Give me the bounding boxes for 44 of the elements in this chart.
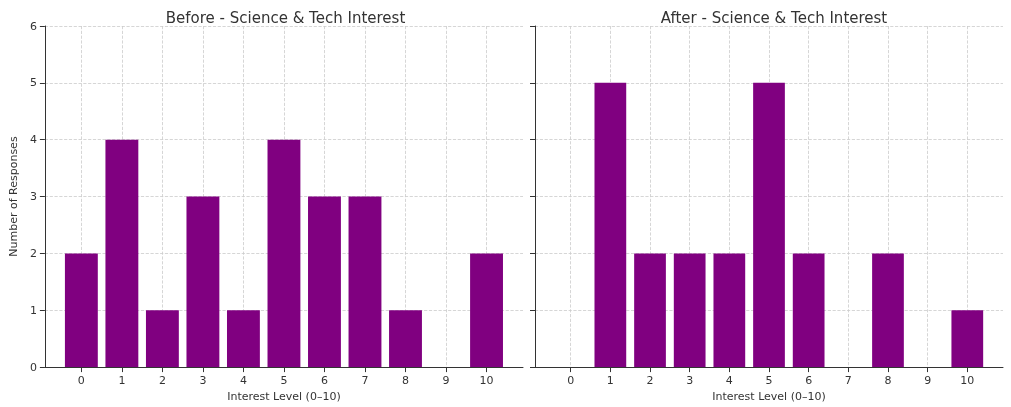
- x-tick-label: 7: [361, 374, 369, 388]
- x-tick-label: 5: [280, 374, 288, 388]
- bar: [105, 139, 139, 368]
- x-axis-title: Interest Level (0–10): [712, 390, 826, 403]
- y-tick-label: 6: [29, 19, 37, 33]
- x-tick-label: 1: [118, 374, 126, 388]
- bar: [308, 196, 341, 368]
- x-tick-label: 10: [479, 374, 494, 388]
- y-tick-label: 1: [29, 303, 37, 317]
- x-tick-label: 2: [158, 374, 166, 388]
- x-tick-label: 7: [844, 374, 852, 388]
- x-tick-label: 0: [567, 374, 575, 388]
- x-tick-label: 3: [199, 374, 207, 388]
- x-tick-label: 4: [239, 374, 247, 388]
- bar: [470, 253, 503, 368]
- x-tick-label: 0: [77, 374, 85, 388]
- bar: [389, 310, 422, 368]
- y-tick-label: 5: [29, 76, 37, 90]
- bar: [226, 310, 260, 368]
- x-tick-label: 6: [805, 374, 813, 388]
- bar: [145, 310, 179, 368]
- bar: [186, 196, 220, 368]
- y-tick-label: 0: [29, 360, 37, 374]
- y-tick-label: 4: [29, 133, 37, 147]
- bar: [348, 196, 382, 368]
- chart-title: Before - Science & Tech Interest: [165, 8, 406, 27]
- x-axis-title: Interest Level (0–10): [227, 390, 341, 403]
- bar: [267, 139, 301, 368]
- x-tick-label: 9: [924, 374, 932, 388]
- y-axis-title: Number of Responses: [7, 136, 20, 257]
- x-tick-label: 10: [960, 374, 975, 388]
- x-tick-label: 8: [884, 374, 892, 388]
- x-tick-label: 4: [725, 374, 733, 388]
- x-tick-label: 6: [320, 374, 328, 388]
- y-tick-label: 2: [29, 246, 37, 260]
- bar: [64, 253, 98, 368]
- x-tick-label: 8: [402, 374, 409, 388]
- chart-title: After - Science & Tech Interest: [660, 8, 888, 27]
- x-tick-label: 2: [646, 374, 654, 388]
- x-tick-label: 9: [442, 374, 450, 388]
- x-tick-label: 5: [765, 374, 773, 388]
- y-tick-label: 3: [29, 190, 37, 204]
- x-tick-label: 1: [606, 374, 614, 388]
- x-tick-label: 3: [686, 374, 694, 388]
